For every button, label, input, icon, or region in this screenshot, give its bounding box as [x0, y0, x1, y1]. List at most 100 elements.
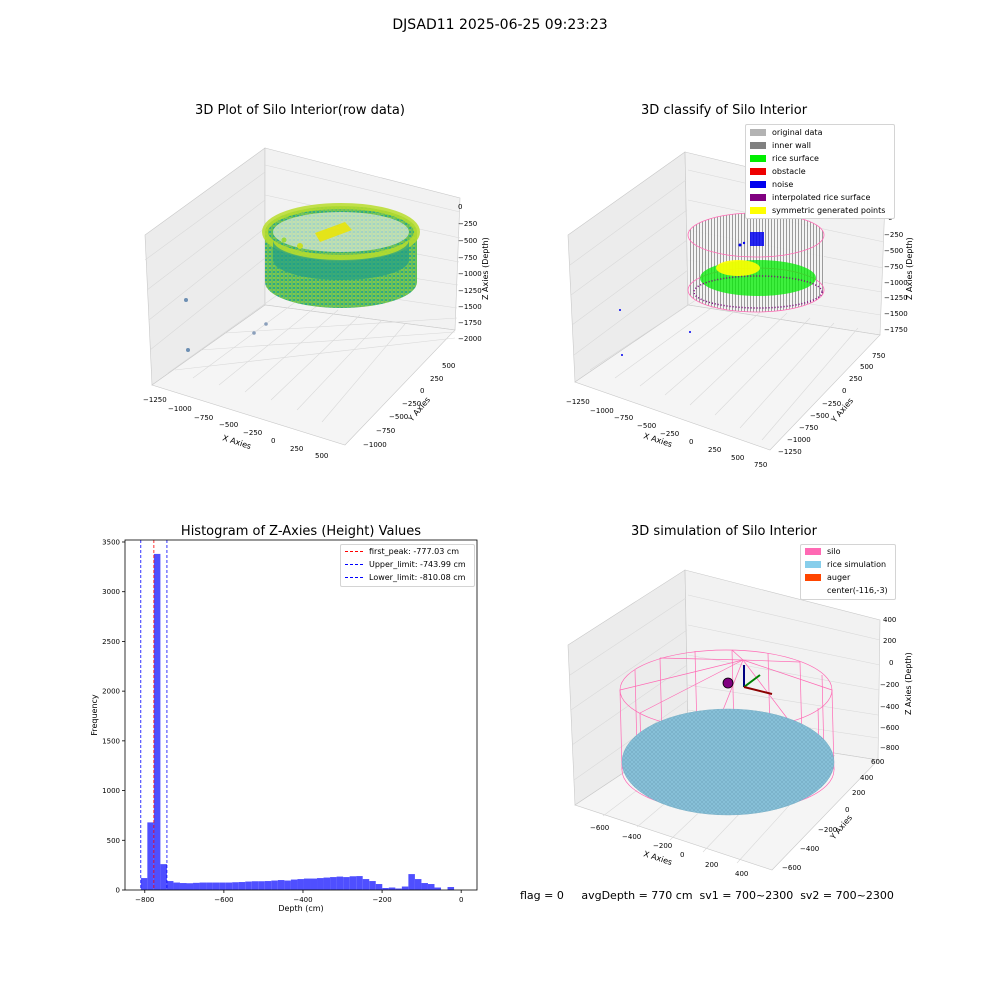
- raw-ytick: −750: [376, 427, 395, 435]
- histogram-legend: first_peak: -777.03 cm Upper_limit: -743…: [340, 544, 475, 587]
- sim-ztick: −400: [880, 703, 899, 711]
- raw-xtick: −1250: [143, 396, 167, 404]
- histogram-bar: [401, 886, 409, 890]
- sim-ytick: −400: [800, 845, 819, 853]
- raw-xtick: 250: [290, 445, 303, 453]
- histogram-bar: [414, 879, 422, 890]
- histogram-bar: [375, 884, 383, 890]
- raw-point-cloud: [184, 203, 420, 352]
- raw-ztick: −750: [458, 254, 477, 262]
- classify-ytick: 750: [872, 352, 885, 360]
- raw-xtick: −750: [194, 414, 213, 422]
- classify-ztick: −1250: [884, 294, 908, 302]
- raw-ztick: −1000: [458, 270, 482, 278]
- sim-xtick-labels: −600 −400 −200 0 200 400: [590, 824, 748, 878]
- legend-swatch: [805, 587, 821, 594]
- raw-zlabel: Z Axies (Depth): [481, 237, 490, 300]
- histogram-bar: [369, 881, 376, 890]
- histogram-bar: [284, 880, 291, 890]
- raw-ytick-labels: −1000 −750 −500 −250 0 250 500: [363, 362, 455, 449]
- histogram-bar: [310, 878, 318, 890]
- legend-label: first_peak: -777.03 cm: [369, 547, 460, 556]
- legend-label: noise: [772, 180, 794, 189]
- histogram-bar: [271, 880, 278, 890]
- histogram-bar: [434, 887, 442, 890]
- histogram-bar: [193, 882, 200, 890]
- classify-xtick: 250: [708, 446, 721, 454]
- x-tick-label: −600: [214, 896, 233, 904]
- sim-ytick: 0: [845, 806, 849, 814]
- classify-xtick: 500: [731, 454, 744, 462]
- panel-raw-title: 3D Plot of Silo Interior(row data): [195, 103, 405, 118]
- legend-item-first-peak: first_peak: -777.03 cm: [345, 547, 459, 556]
- sim-auger: [722, 665, 773, 695]
- sim-ytick-labels: −600 −400 −200 0 200 400 600: [782, 758, 884, 872]
- classify-ytick: −750: [799, 424, 818, 432]
- sim-ytick: −600: [782, 864, 801, 872]
- legend-swatch: [805, 561, 821, 568]
- sim-xtick: 200: [705, 861, 718, 869]
- legend-item-symmetric-generated-points: symmetric generated points: [750, 206, 885, 215]
- sim-ztick: 200: [883, 637, 896, 645]
- classify-xtick-labels: −1250 −1000 −750 −500 −250 0 250 500 750: [566, 398, 767, 469]
- raw-ztick: −1500: [458, 303, 482, 311]
- classify-xtick: −250: [660, 430, 679, 438]
- panel-raw-3d: 3D Plot of Silo Interior(row data) −1250…: [0, 0, 500, 500]
- x-tick-label: 0: [459, 896, 463, 904]
- classify-legend: original data inner wall rice surface ob…: [745, 124, 895, 219]
- histogram-bar: [238, 882, 246, 890]
- legend-label: auger: [827, 573, 851, 582]
- histogram-bar: [232, 882, 239, 890]
- histogram-bar: [153, 553, 161, 890]
- classify-xtick: −1250: [566, 398, 590, 406]
- raw-ytick: −500: [389, 413, 408, 421]
- histogram-bar: [330, 877, 337, 890]
- sim-ytick: −200: [818, 826, 837, 834]
- figure-title: DJSAD11 2025-06-25 09:23:23: [392, 17, 608, 33]
- classify-ytick: −500: [810, 412, 829, 420]
- raw-xtick: 500: [315, 452, 328, 460]
- raw-xtick: 0: [271, 437, 275, 445]
- raw-ztick: −250: [458, 220, 477, 228]
- y-tick-label: 2000: [102, 688, 120, 696]
- legend-label: symmetric generated points: [772, 206, 886, 215]
- classify-xtick: −1000: [590, 407, 614, 415]
- histogram-bar: [290, 879, 298, 890]
- raw-ztick: −1250: [458, 287, 482, 295]
- histogram-bar: [323, 877, 331, 890]
- raw-3d-axes: −1250 −1000 −750 −500 −250 0 250 500 X A…: [143, 147, 490, 460]
- histogram-bar: [447, 887, 455, 890]
- histogram-bar: [225, 882, 233, 890]
- y-tick-label: 500: [107, 837, 120, 845]
- raw-xtick-labels: −1250 −1000 −750 −500 −250 0 250 500: [143, 396, 328, 460]
- legend-label: inner wall: [772, 141, 812, 150]
- sim-ztick: −800: [880, 744, 899, 752]
- classify-point-cloud: [619, 212, 825, 356]
- y-tick-label: 0: [116, 887, 120, 895]
- legend-line-blue: [345, 577, 363, 578]
- classify-ztick: −1000: [884, 279, 908, 287]
- histogram-bar: [166, 881, 174, 890]
- sim-ztick: −200: [880, 681, 899, 689]
- histogram-bar: [336, 876, 344, 890]
- histogram-bar: [427, 884, 435, 890]
- raw-ytick: 0: [420, 387, 424, 395]
- classify-ztick: −250: [884, 231, 903, 239]
- classify-ztick: −750: [884, 263, 903, 271]
- sim-xtick: −400: [622, 833, 641, 841]
- raw-xtick: −500: [219, 421, 238, 429]
- legend-swatch: [750, 142, 766, 149]
- legend-label: interpolated rice surface: [772, 193, 871, 202]
- sim-xtick: −200: [653, 842, 672, 850]
- legend-swatch: [805, 574, 821, 581]
- legend-label: original data: [772, 128, 823, 137]
- histogram-bar: [408, 874, 415, 890]
- legend-swatch: [750, 207, 766, 214]
- raw-ytick: −250: [402, 400, 421, 408]
- y-tick-label: 1500: [102, 737, 120, 745]
- classify-ytick: −1250: [778, 448, 802, 456]
- raw-ytick: −1000: [363, 441, 387, 449]
- raw-ytick: 500: [442, 362, 455, 370]
- histogram-bar: [356, 876, 363, 890]
- histogram-bar: [343, 877, 350, 890]
